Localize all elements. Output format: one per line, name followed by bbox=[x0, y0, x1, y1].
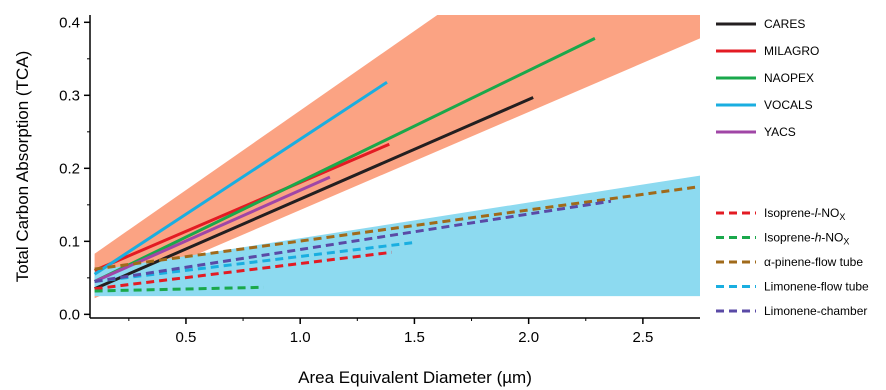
legend: CARES MILAGRO NAOPEX VOCALS YACS Isoprene-l-N… bbox=[716, 17, 869, 318]
y-tick-label: 0.1 bbox=[59, 233, 80, 250]
legend-item: NAOPEX bbox=[716, 71, 814, 85]
legend-label: α-pinene-flow tube bbox=[764, 255, 863, 269]
legend-label-part: Limonene-flow tube bbox=[764, 280, 869, 294]
ticks: 0.0 0.1 0.2 0.3 0.4 0.5 1.0 1.5 2.0 2.5 bbox=[59, 14, 653, 346]
y-tick-label: 0.0 bbox=[59, 306, 80, 323]
y-tick-label: 0.4 bbox=[59, 14, 80, 31]
y-axis-title: Total Carbon Absorption (TCA) bbox=[13, 51, 32, 283]
legend-item: CARES bbox=[716, 17, 805, 31]
y-tick-label: 0.3 bbox=[59, 87, 80, 104]
legend-item: YACS bbox=[716, 125, 796, 139]
legend-label-part: -NO bbox=[821, 231, 843, 245]
x-tick-label: 1.5 bbox=[404, 329, 425, 346]
series-line-isoprene-h-nox bbox=[94, 285, 264, 293]
axes bbox=[89, 15, 700, 319]
series-line-naopex bbox=[93, 37, 596, 283]
legend-label-part: X bbox=[839, 212, 845, 222]
x-axis-title: Area Equivalent Diameter (µm) bbox=[298, 368, 532, 387]
legend-label-part: Isoprene- bbox=[764, 206, 815, 220]
legend-label-part: α-pinene-flow tube bbox=[764, 255, 863, 269]
x-tick-label: 2.5 bbox=[632, 329, 653, 346]
legend-label-part: h bbox=[815, 231, 822, 245]
series-line-pinene-flow-tube bbox=[94, 185, 700, 271]
legend-label: Limonene-chamber bbox=[764, 304, 867, 318]
y-tick-label: 0.2 bbox=[59, 160, 80, 177]
legend-label: YACS bbox=[764, 125, 796, 139]
series-line-milagro bbox=[94, 142, 390, 272]
legend-label: NAOPEX bbox=[764, 71, 814, 85]
x-tick-label: 0.5 bbox=[176, 329, 197, 346]
legend-item: Isoprene-h-NOX bbox=[716, 231, 849, 247]
legend-item: Limonene-chamber bbox=[716, 304, 867, 318]
legend-item: Isoprene-l-NOX bbox=[716, 206, 845, 222]
legend-label: MILAGRO bbox=[764, 44, 819, 58]
legend-label: Isoprene-l-NOX bbox=[764, 206, 845, 222]
series-line-vocals bbox=[93, 80, 388, 276]
x-tick-label: 1.0 bbox=[290, 329, 311, 346]
series-line-cares bbox=[94, 96, 534, 291]
legend-label: CARES bbox=[764, 17, 805, 31]
legend-label-part: Isoprene- bbox=[764, 231, 815, 245]
legend-label: Isoprene-h-NOX bbox=[764, 231, 849, 247]
legend-label: VOCALS bbox=[764, 98, 813, 112]
legend-item: VOCALS bbox=[716, 98, 813, 112]
series-lines bbox=[93, 37, 700, 293]
series-line-limonene-chamber bbox=[94, 199, 612, 283]
legend-item: Limonene-flow tube bbox=[716, 280, 869, 294]
legend-label-part: X bbox=[843, 237, 849, 247]
series-line-limonene-flow-tube bbox=[94, 241, 413, 283]
legend-item: α-pinene-flow tube bbox=[716, 255, 863, 269]
legend-label-part: l bbox=[815, 206, 818, 220]
x-tick-label: 2.0 bbox=[518, 329, 539, 346]
legend-item: MILAGRO bbox=[716, 44, 819, 58]
legend-label: Limonene-flow tube bbox=[764, 280, 869, 294]
legend-label-part: -NO bbox=[817, 206, 839, 220]
series-line-isoprene-l-nox bbox=[94, 250, 392, 291]
legend-label-part: Limonene-chamber bbox=[764, 304, 867, 318]
